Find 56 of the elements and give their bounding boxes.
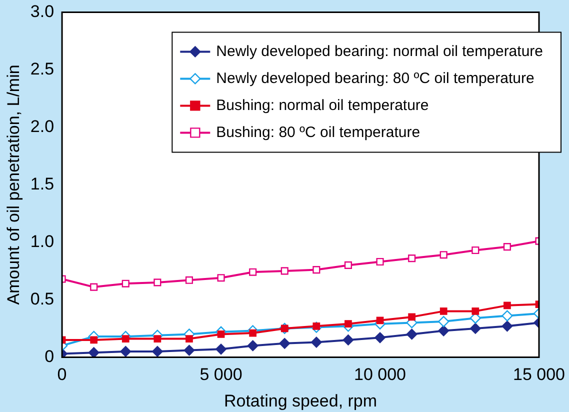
point	[438, 325, 450, 336]
y-tick-label: 1.5	[30, 174, 54, 194]
point	[88, 347, 100, 358]
point	[376, 316, 384, 324]
point	[217, 274, 225, 282]
point	[503, 243, 511, 251]
y-tick-label: 2.5	[30, 59, 54, 78]
point	[184, 344, 195, 356]
point	[216, 344, 227, 355]
point	[249, 268, 257, 276]
point	[186, 335, 193, 342]
point	[279, 338, 290, 349]
x-tick-label: 10 000	[354, 365, 406, 384]
legend-label: Newly developed bearing: normal oil temperature	[216, 42, 543, 60]
point	[122, 280, 130, 288]
y-tick-label: 2.0	[30, 116, 54, 136]
point	[470, 322, 481, 334]
point	[310, 336, 322, 348]
y-axis-title: Amount of oil penetration, L/min	[4, 64, 23, 305]
point	[408, 254, 416, 262]
x-tick-label: 0	[57, 365, 67, 384]
point	[440, 251, 448, 259]
point	[406, 328, 418, 340]
y-tick-label: 0	[44, 346, 54, 366]
legend-label: Newly developed bearing: 80 ºC oil temperature	[216, 70, 534, 87]
point	[472, 246, 480, 254]
point	[154, 278, 162, 286]
point	[120, 346, 132, 357]
point	[90, 283, 98, 291]
point	[374, 332, 386, 344]
point	[312, 266, 320, 274]
point	[154, 335, 162, 342]
point	[472, 308, 480, 315]
point	[502, 320, 513, 332]
legend-label: Bushing: normal oil temperature	[216, 96, 429, 114]
y-tick-label: 1.0	[30, 232, 54, 251]
point	[247, 340, 258, 352]
point	[122, 335, 130, 342]
point	[504, 302, 511, 310]
x-tick-label: 15 000	[513, 365, 565, 384]
point	[440, 308, 448, 315]
point	[502, 310, 513, 322]
point	[90, 336, 98, 344]
point	[408, 313, 416, 321]
x-tick-label: 5 000	[200, 365, 242, 384]
point	[342, 334, 354, 346]
legend-label: Bushing: 80 ºC oil temperature	[216, 124, 420, 141]
point	[280, 267, 288, 275]
x-axis-title: Rotating speed, rpm	[224, 391, 378, 410]
y-tick-label: 3.0	[30, 2, 54, 21]
point	[376, 258, 384, 266]
y-tick-label: 0.5	[30, 289, 54, 308]
point	[438, 316, 450, 328]
point	[185, 276, 194, 284]
point	[344, 261, 352, 269]
point	[152, 346, 163, 357]
